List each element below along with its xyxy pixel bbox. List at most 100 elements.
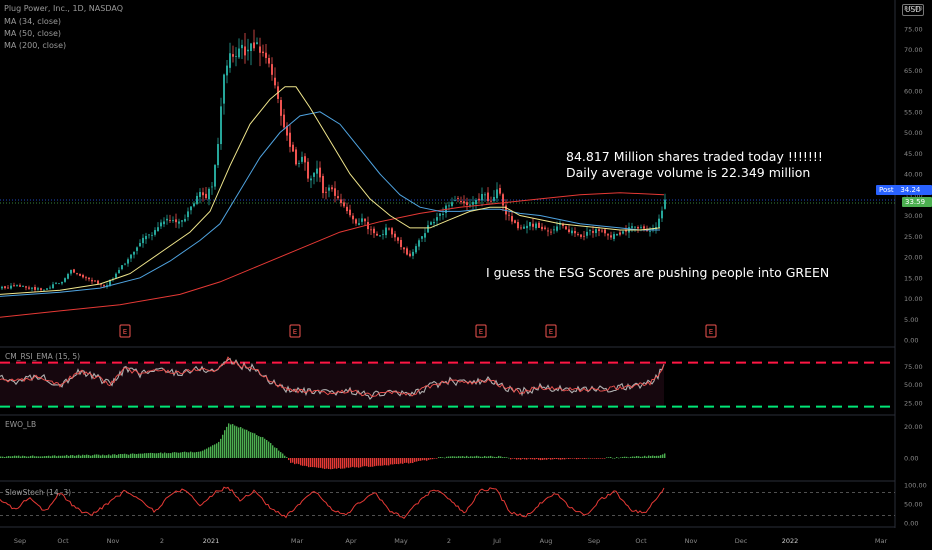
ewo-bar [6, 456, 8, 458]
ewo-bar [488, 456, 490, 458]
candle-body [484, 194, 486, 196]
candle-body [424, 233, 426, 238]
ewo-bar [552, 458, 554, 460]
candle-body [637, 226, 639, 229]
ewo-bar [174, 452, 176, 458]
ewo-bar [90, 455, 92, 458]
ewo-bar [230, 424, 232, 458]
candle-body [295, 149, 297, 165]
candle-body [139, 243, 141, 247]
ewo-bar [48, 455, 50, 458]
ewo-bar [526, 458, 528, 460]
ewo-bar [304, 458, 306, 466]
currency-badge[interactable]: USD [901, 4, 924, 16]
ewo-bar [160, 452, 162, 458]
candle-body [433, 221, 435, 224]
ewo-bar [102, 454, 104, 458]
ewo-bar [340, 458, 342, 469]
ewo-bar [72, 455, 74, 458]
ewo-bar [260, 436, 262, 458]
candle-body [415, 246, 417, 253]
ewo-bar [244, 429, 246, 458]
candle-body [4, 286, 6, 289]
ewo-bar [20, 456, 22, 458]
candle-body [463, 201, 465, 204]
ewo-bar [54, 455, 56, 458]
ewo-bar [216, 443, 218, 458]
candle-body [391, 228, 393, 235]
candle-body [289, 132, 291, 147]
candles-group [1, 29, 666, 292]
ewo-bar [524, 458, 526, 460]
ewo-bar [42, 456, 44, 458]
ewo-pane-label: EWO_LB [5, 420, 37, 429]
candle-body [406, 248, 408, 255]
ewo-bar [400, 458, 402, 464]
ewo-bar [588, 457, 590, 459]
ewo-bar [454, 456, 456, 458]
ewo-bar [330, 458, 332, 470]
ewo-bar [22, 455, 24, 458]
ewo-bar [584, 458, 586, 459]
ewo-bar [546, 458, 548, 460]
time-axis-tick: Apr [345, 537, 357, 545]
ewo-bar [158, 453, 160, 458]
ewo-bar [510, 458, 512, 460]
ewo-bar [558, 458, 560, 460]
candle-body [22, 285, 24, 287]
candle-body [163, 221, 165, 225]
ewo-bar [314, 458, 316, 468]
candle-body [631, 226, 633, 228]
ewo-bar [506, 457, 508, 458]
candle-body [328, 187, 330, 191]
time-axis-tick: Mar [291, 537, 304, 545]
candle-body [556, 226, 558, 231]
ewo-bar [220, 438, 222, 458]
ewo-bar [378, 458, 380, 466]
candle-body [520, 227, 522, 229]
ewo-bar [444, 457, 446, 459]
ewo-bar [316, 458, 318, 468]
ewo-bar [148, 453, 150, 458]
ewo-bar [306, 458, 308, 467]
earnings-marker [545, 324, 557, 338]
candle-body [19, 285, 21, 287]
price-axis-tick: 0.00 [904, 337, 918, 345]
candle-body [259, 46, 261, 53]
candle-body [196, 195, 198, 204]
ewo-bar [348, 458, 350, 468]
ewo-bar [484, 455, 486, 458]
candle-body [46, 288, 48, 290]
ewo-bar [62, 455, 64, 458]
ewo-bar [498, 455, 500, 458]
candle-body [349, 209, 351, 216]
rsi-band-fill [0, 362, 664, 407]
ewo-bar [86, 454, 88, 458]
ewo-bar [650, 456, 652, 458]
ewo-bar [70, 455, 72, 458]
time-axis-tick: Nov [685, 537, 698, 545]
candle-body [7, 287, 9, 289]
ewo-bar [616, 457, 618, 458]
candle-body [472, 202, 474, 205]
time-axis-tick: May [394, 537, 408, 545]
ewo-bar [536, 458, 538, 459]
candle-body [133, 251, 135, 255]
price-axis-tick: 5.00 [904, 316, 918, 324]
ewo-bar [38, 456, 40, 458]
ewo-bar [654, 456, 656, 458]
candle-body [136, 247, 138, 251]
candle-body [202, 192, 204, 196]
ewo-bar [542, 458, 544, 460]
candle-body [640, 226, 642, 228]
ewo-bar [596, 458, 598, 459]
ewo-bar [256, 435, 258, 458]
ewo-bar [336, 458, 338, 469]
candle-body [379, 235, 381, 237]
ewo-bar [74, 455, 76, 458]
candle-body [610, 235, 612, 238]
candle-body [85, 277, 87, 279]
ewo-bar [82, 454, 84, 458]
